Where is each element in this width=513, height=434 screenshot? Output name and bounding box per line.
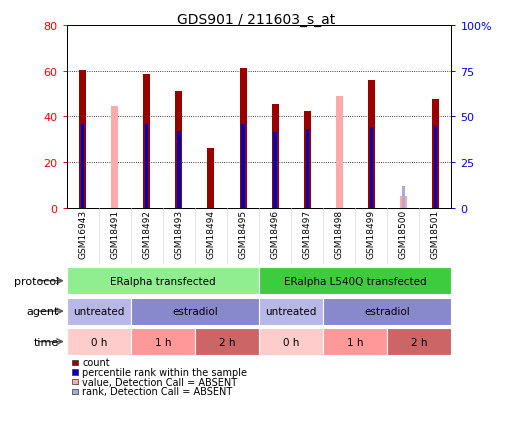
Text: estradiol: estradiol [172, 306, 218, 316]
Bar [143, 75, 150, 208]
Text: agent: agent [27, 306, 59, 316]
Bar [79, 70, 86, 208]
Text: time: time [34, 337, 59, 347]
Bar [175, 92, 183, 208]
Text: estradiol: estradiol [364, 306, 410, 316]
Bar [259, 298, 323, 325]
Bar [368, 81, 375, 208]
Bar [131, 328, 195, 355]
Bar [145, 125, 148, 208]
Text: GSM18494: GSM18494 [206, 210, 215, 258]
Bar [111, 107, 119, 208]
Bar [67, 267, 259, 295]
Text: 1 h: 1 h [347, 337, 364, 347]
Bar [259, 328, 323, 355]
Text: ERalpha L540Q transfected: ERalpha L540Q transfected [284, 276, 427, 286]
Text: untreated: untreated [265, 306, 317, 316]
Bar [209, 148, 212, 208]
Text: GSM18496: GSM18496 [270, 210, 280, 259]
Text: 0 h: 0 h [91, 337, 107, 347]
Text: GSM18500: GSM18500 [399, 210, 408, 259]
Text: GSM18497: GSM18497 [303, 210, 312, 259]
Bar [402, 187, 405, 208]
Bar [434, 127, 437, 208]
Bar [323, 328, 387, 355]
Text: ERalpha transfected: ERalpha transfected [110, 276, 215, 286]
Bar [259, 267, 451, 295]
Text: GSM16943: GSM16943 [78, 210, 87, 259]
Text: GSM18493: GSM18493 [174, 210, 184, 259]
Bar [81, 125, 84, 208]
Bar [273, 133, 277, 208]
Text: value, Detection Call = ABSENT: value, Detection Call = ABSENT [82, 377, 237, 387]
Bar [432, 100, 439, 208]
Bar [242, 125, 245, 208]
Text: rank, Detection Call = ABSENT: rank, Detection Call = ABSENT [82, 386, 232, 396]
Text: GSM18501: GSM18501 [431, 210, 440, 259]
Bar [306, 130, 309, 208]
Text: GSM18491: GSM18491 [110, 210, 120, 259]
Text: 2 h: 2 h [411, 337, 428, 347]
Bar [207, 149, 214, 208]
Text: count: count [82, 358, 110, 367]
Bar [177, 132, 181, 208]
Bar [67, 298, 131, 325]
Bar [131, 298, 259, 325]
Bar [400, 197, 407, 208]
Bar [336, 97, 343, 208]
Text: GSM18498: GSM18498 [334, 210, 344, 259]
Text: GSM18492: GSM18492 [142, 210, 151, 258]
Text: percentile rank within the sample: percentile rank within the sample [82, 367, 247, 377]
Bar [240, 69, 247, 208]
Text: 1 h: 1 h [154, 337, 171, 347]
Bar [304, 112, 311, 208]
Bar [195, 328, 259, 355]
Text: GSM18495: GSM18495 [239, 210, 248, 259]
Text: 0 h: 0 h [283, 337, 299, 347]
Text: untreated: untreated [73, 306, 125, 316]
Bar [387, 328, 451, 355]
Text: 2 h: 2 h [219, 337, 235, 347]
Text: protocol: protocol [14, 276, 59, 286]
Bar [67, 328, 131, 355]
Text: GSM18499: GSM18499 [367, 210, 376, 259]
Text: GDS901 / 211603_s_at: GDS901 / 211603_s_at [177, 13, 336, 27]
Bar [271, 105, 279, 208]
Bar [370, 128, 373, 208]
Bar [323, 298, 451, 325]
